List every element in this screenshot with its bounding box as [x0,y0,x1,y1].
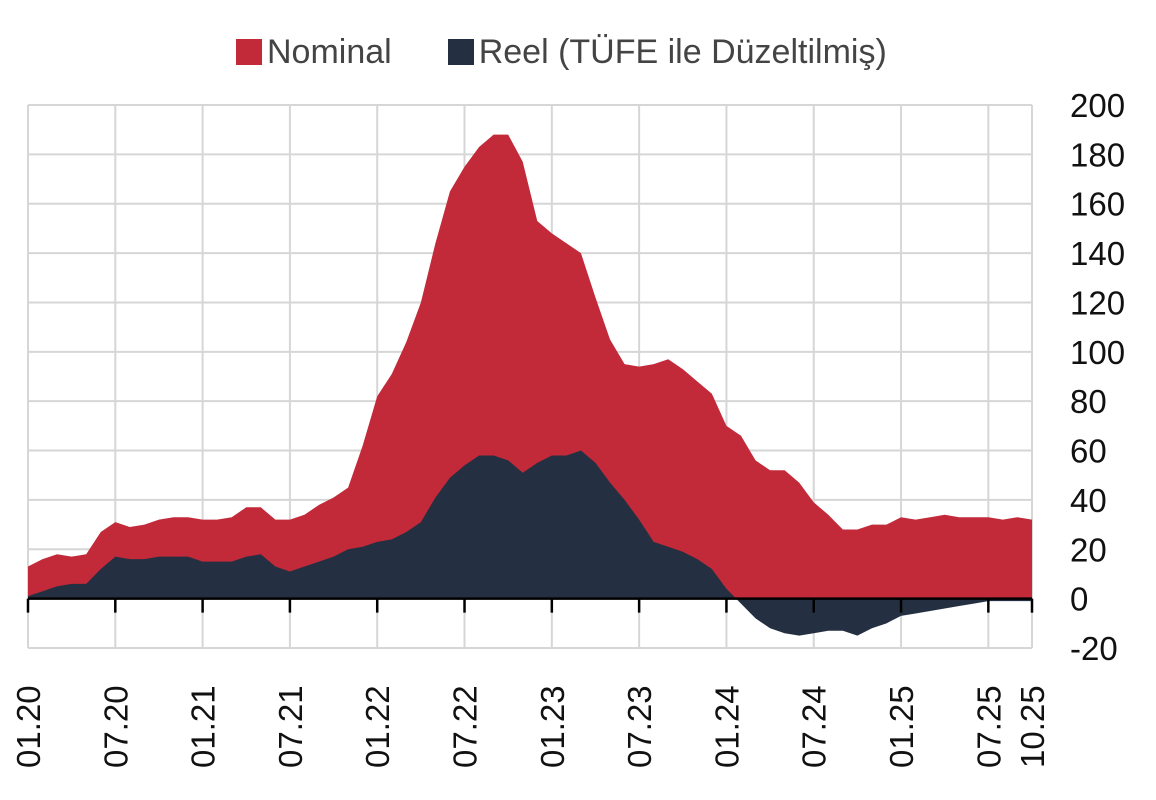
legend-label-real: Reel (TÜFE ile Düzeltilmiş) [478,32,887,71]
series-area-real [28,450,1032,636]
legend-label-nominal: Nominal [267,32,392,71]
y-tick-label: 100 [1070,334,1125,371]
x-tick-label: 01.24 [708,685,745,768]
y-tick-label: 120 [1070,284,1125,321]
x-tick-label: 01.20 [10,685,47,768]
x-tick-label: 07.25 [970,685,1007,768]
y-tick-label: 60 [1070,433,1107,470]
y-tick-label: 20 [1070,531,1107,568]
series-area-nominal [28,134,1032,599]
y-tick-label: 140 [1070,235,1125,272]
x-tick-label: 07.20 [97,685,134,768]
y-tick-label: 80 [1070,383,1107,420]
y-tick-label: 40 [1070,482,1107,519]
legend-item-nominal: Nominal [236,33,392,72]
x-tick-label: 01.22 [359,685,396,768]
y-tick-label: 180 [1070,136,1125,173]
x-tick-label: 07.24 [796,685,833,768]
legend-swatch-nominal [236,39,262,65]
x-tick-label: 01.23 [534,685,571,768]
legend: Nominal Reel (TÜFE ile Düzeltilmiş) [236,30,887,74]
y-tick-label: 200 [1070,87,1125,124]
x-tick-label: 07.21 [272,685,309,768]
y-tick-label: 0 [1070,581,1088,618]
x-tick-label: 07.22 [447,685,484,768]
y-tick-label: -20 [1070,630,1118,667]
legend-item-real: Reel (TÜFE ile Düzeltilmiş) [447,32,887,72]
x-tick-label: 10.25 [1014,685,1051,768]
x-tick-label: 01.21 [185,685,222,768]
x-tick-label: 07.23 [621,685,658,768]
y-tick-label: 160 [1070,186,1125,223]
legend-swatch-real [447,39,474,65]
x-tick-label: 01.25 [883,685,920,768]
